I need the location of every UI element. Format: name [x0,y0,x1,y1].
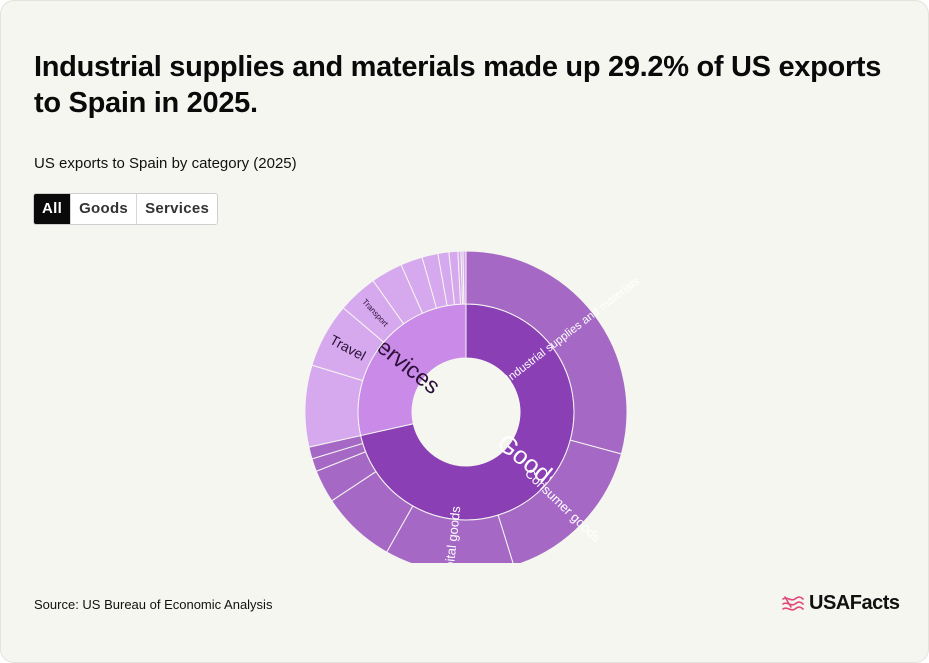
tab-goods[interactable]: Goods [70,194,137,224]
logo-text: USAFacts [809,592,900,614]
outer-segment-0[interactable] [465,250,628,455]
tab-services[interactable]: Services [136,194,218,224]
outer-segment-17[interactable] [462,250,467,305]
tab-all[interactable]: All [34,194,71,224]
chart-subtitle: US exports to Spain by category (2025) [34,155,297,172]
flag-icon [782,595,804,611]
source-note: Source: US Bureau of Economic Analysis [34,597,273,612]
page-title: Industrial supplies and materials made u… [34,51,882,119]
category-filter-tabs: All Goods Services [33,193,219,225]
outer-segment-1[interactable] [497,439,623,566]
usafacts-logo[interactable]: USAFacts [781,592,900,615]
